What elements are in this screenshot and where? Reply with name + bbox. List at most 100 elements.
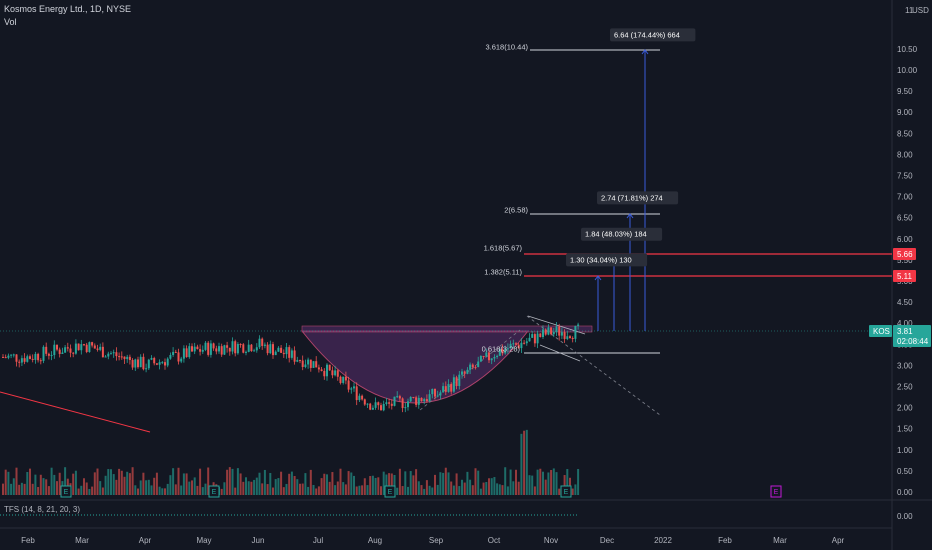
candle-body — [242, 344, 245, 353]
candle-body — [450, 383, 453, 392]
candle-body — [261, 338, 264, 346]
candle-body — [407, 401, 409, 408]
volume-bar — [231, 468, 234, 495]
candle-body — [58, 349, 61, 354]
candle-body — [382, 403, 385, 411]
candle-body — [280, 347, 283, 353]
candle-body — [204, 342, 207, 350]
volume-bar — [37, 487, 40, 495]
candle-body — [80, 344, 83, 351]
candle-body — [296, 360, 299, 362]
candle-body — [344, 376, 347, 381]
volume-bar — [471, 485, 474, 495]
candle-body — [18, 361, 21, 363]
price-tick: 0.50 — [897, 467, 913, 476]
earnings-flag[interactable] — [770, 485, 782, 498]
earnings-flag-label: E — [388, 489, 393, 496]
volume-bar — [26, 471, 29, 495]
earnings-flag[interactable] — [560, 485, 572, 498]
candle-body — [107, 353, 110, 357]
candle-body — [485, 352, 488, 357]
candle-body — [536, 333, 539, 344]
candle-body — [458, 374, 461, 386]
volume-bar — [309, 469, 312, 495]
target-label: 6.64 (174.44%) 664 — [614, 30, 680, 39]
volume-bar — [239, 473, 242, 495]
volume-bar — [461, 479, 463, 495]
earnings-flag-label: E — [64, 489, 69, 496]
time-tick: Aug — [368, 536, 382, 545]
volume-bar — [74, 470, 77, 495]
volume-bar — [442, 472, 445, 495]
volume-bar — [77, 488, 80, 495]
price-tick: 4.00 — [897, 319, 913, 328]
candle-body — [385, 402, 388, 404]
candle-body — [461, 371, 463, 375]
volume-bar — [288, 473, 291, 495]
volume-bar — [85, 482, 88, 495]
volume-bar — [342, 482, 345, 495]
price-tick: 7.00 — [897, 193, 913, 202]
earnings-flag[interactable] — [208, 485, 220, 498]
volume-bar — [547, 472, 550, 495]
volume-bar — [388, 473, 391, 495]
candle-body — [455, 377, 458, 386]
volume-bar — [463, 482, 466, 495]
volume-bar — [180, 485, 183, 495]
candle-body — [99, 346, 102, 350]
candle-body — [328, 364, 331, 371]
candle-body — [185, 348, 188, 358]
candle-body — [555, 326, 558, 332]
candle-body — [388, 402, 391, 404]
volume-bar — [393, 474, 396, 495]
time-axis[interactable]: Feb Mar Apr May Jun Jul Aug Sep Oct Nov Dec 2022 Feb… — [21, 536, 844, 545]
volume-bar — [223, 482, 226, 495]
candle-body — [520, 342, 523, 349]
indicator-axis-tick: 0.00 — [897, 512, 913, 521]
volume-bar — [10, 483, 13, 495]
volume-bar — [485, 482, 488, 495]
candle-body — [253, 350, 256, 352]
volume-bar — [299, 483, 301, 495]
symbol-title[interactable]: Kosmos Energy Ltd., 1D, NYSE — [4, 4, 132, 14]
volume-bar — [72, 473, 75, 495]
candle-body — [474, 367, 477, 369]
price-tick: 5.50 — [897, 256, 913, 265]
volume-bar — [398, 468, 401, 495]
volume-bar — [93, 472, 96, 495]
candle-body — [118, 356, 121, 358]
candle-body — [369, 403, 372, 410]
price-tick: 2.00 — [897, 404, 913, 413]
badge-566 — [893, 248, 916, 260]
price-axis-currency: USD — [912, 6, 929, 15]
candle-body — [72, 352, 75, 354]
volume-bar — [296, 479, 299, 495]
volume-bar — [2, 483, 4, 495]
candle-body — [201, 349, 204, 352]
volume-bar — [558, 488, 561, 495]
volume-bar — [258, 472, 261, 495]
volume-bar — [228, 467, 231, 495]
earnings-flag[interactable] — [384, 485, 396, 498]
price-axis[interactable]: 10.50 10.00 9.50 9.00 8.50 8.00 7.50 7.00 6.50 6.… — [897, 45, 918, 497]
candle-body — [466, 369, 469, 374]
volume-bar — [99, 481, 102, 495]
candle-body — [312, 361, 315, 368]
earnings-flag[interactable] — [60, 485, 72, 498]
volume-bar — [155, 472, 158, 495]
flag-bottom-line — [539, 344, 581, 362]
candle-body — [226, 345, 229, 348]
price-tick: 10.00 — [897, 66, 918, 75]
candle-body — [272, 344, 274, 356]
volume-bar — [199, 468, 202, 495]
volume-bar — [361, 485, 364, 495]
time-tick: Apr — [832, 536, 845, 545]
volume-bar — [417, 481, 420, 495]
volume-bar — [339, 468, 342, 495]
volume-bar — [334, 485, 337, 495]
candle-body — [120, 356, 123, 358]
candle-body — [218, 346, 220, 352]
volume-bar — [517, 481, 520, 495]
